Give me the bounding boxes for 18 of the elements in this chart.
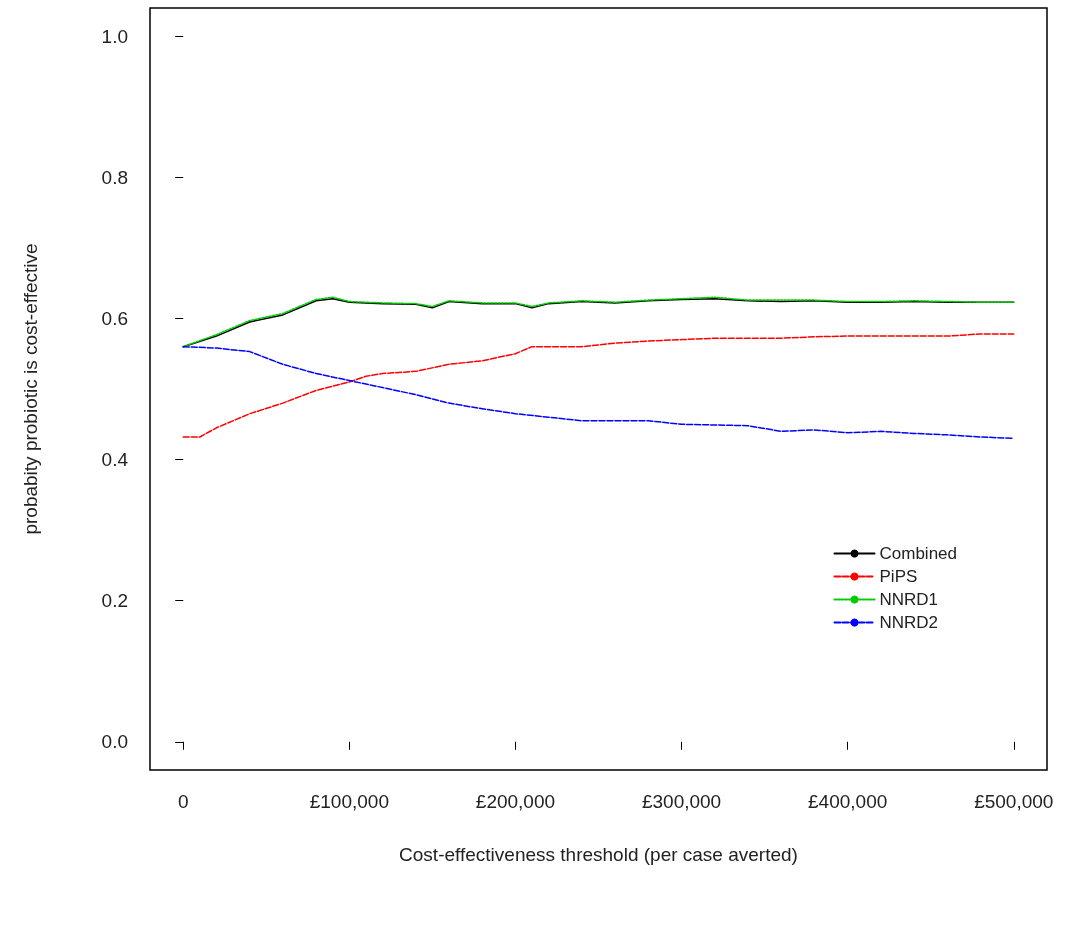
x-tick-label: £100,000 [309, 791, 389, 812]
y-tick-label: 0.0 [101, 731, 128, 753]
y-tick-label: 0.2 [101, 590, 128, 612]
y-tick-label: 0.4 [101, 449, 129, 471]
legend-label: PiPS [879, 567, 918, 586]
x-tick-label: £200,000 [475, 791, 556, 812]
legend-label: Combined [879, 544, 958, 563]
legend-label: NNRD1 [879, 590, 939, 609]
y-axis-title: probabity probiotic is cost-effective [20, 243, 41, 535]
x-tick-label: 0 [177, 791, 189, 812]
x-tick-label: £400,000 [808, 791, 888, 812]
y-tick-label: 0.8 [101, 166, 128, 188]
y-tick-label: 0.6 [101, 307, 128, 329]
x-axis-title: Cost-effectiveness threshold (per case averted) [399, 844, 798, 865]
y-tick-label: 1.0 [101, 25, 128, 47]
x-tick-label: £300,000 [641, 791, 722, 812]
x-tick-label: £500,000 [974, 791, 1054, 812]
legend-label: NNRD2 [879, 613, 939, 632]
